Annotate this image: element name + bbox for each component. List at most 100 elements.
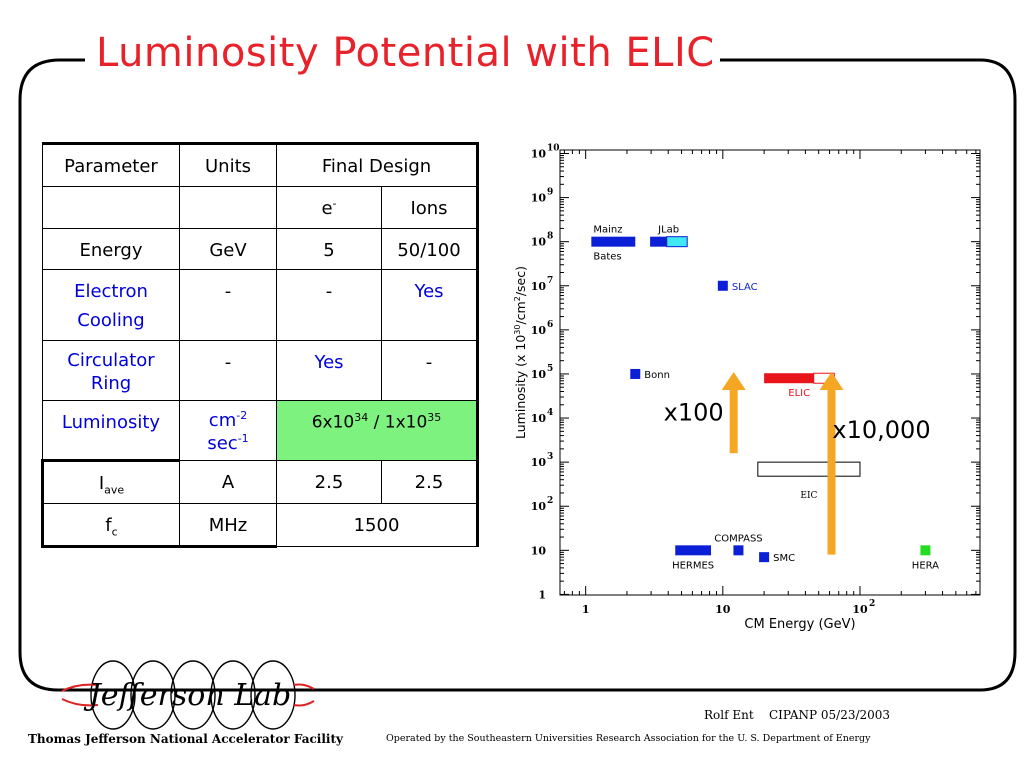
facility-elic-label: ELIC — [788, 388, 810, 399]
y-axis-label: Luminosity (x 1030/cm2/sec) — [513, 266, 528, 439]
facility-eic-label: EIC — [800, 491, 817, 501]
row-e: 2.5 — [276, 459, 382, 504]
table-subheader-row: e- Ions — [42, 185, 479, 229]
facility-name: Thomas Jefferson National Accelerator Fa… — [28, 732, 343, 746]
facility-hermes-label: HERMES — [672, 560, 714, 571]
facility-mainz-bar — [591, 236, 636, 247]
empty-cell — [179, 185, 277, 229]
row-unit: - — [179, 269, 277, 341]
row-param: fc — [41, 502, 180, 548]
facility-compass-marker — [733, 545, 744, 556]
facility-jlab-bar-extension — [666, 236, 688, 248]
facility-compass-label: COMPASS — [714, 533, 762, 544]
lum-b-sup: 35 — [427, 410, 442, 424]
arrow-2-shaft — [827, 387, 836, 555]
x-tick-label: 10 — [852, 603, 868, 616]
table-row: Luminosity cm-2 sec-1 6x1034 / 1x1035 — [42, 399, 479, 461]
facility-hera-marker — [920, 545, 931, 556]
lum-b: 1x10 — [384, 412, 428, 433]
unit-b-sup: -1 — [237, 432, 249, 446]
row-ion: 2.5 — [381, 459, 479, 504]
luminosity-value: 6x1034 / 1x1035 — [276, 399, 479, 461]
x-tick-label: 10 — [715, 603, 731, 616]
y-tick-label: 1 — [538, 588, 546, 601]
table-header-row: Parameter Units Final Design — [42, 142, 479, 187]
row-param: Energy — [42, 227, 180, 271]
row-param-text: I — [98, 472, 105, 494]
author-conference: Rolf Ent CIPANP 05/23/2003 — [704, 708, 890, 722]
subheader-electron-text: e — [321, 197, 333, 219]
y-tick-label-sup: 3 — [547, 452, 553, 462]
table-row: Electron Cooling - - Yes — [42, 269, 479, 341]
facility-jlab-label: JLab — [657, 225, 679, 236]
subheader-ions: Ions — [381, 185, 479, 229]
author: Rolf Ent — [704, 708, 754, 722]
y-tick-label: 10 — [531, 192, 547, 205]
y-tick-label-sup: 4 — [547, 408, 553, 418]
header-parameter: Parameter — [42, 142, 180, 187]
row-param-line1: Electron — [74, 281, 148, 303]
row-param-line2: Cooling — [77, 310, 145, 332]
y-tick-label: 10 — [531, 324, 547, 337]
row-param: Circulator Ring — [42, 339, 180, 401]
row-unit: MHz — [179, 502, 277, 548]
row-unit: A — [179, 459, 277, 504]
y-tick-label-sup: 2 — [547, 496, 553, 506]
table-row: Energy GeV 5 50/100 — [42, 227, 479, 271]
row-param-text: f — [105, 514, 112, 536]
arrow-2-label: x10,000 — [832, 416, 930, 444]
y-tick-label: 10 — [531, 147, 547, 160]
row-e: 5 — [276, 227, 382, 271]
table-row: fc MHz 1500 — [41, 502, 479, 548]
y-tick-label-sup: 5 — [547, 364, 553, 374]
y-tick-label: 10 — [531, 236, 547, 249]
x-tick-label-sup: 2 — [869, 599, 875, 609]
facility-smc-label: SMC — [773, 553, 795, 564]
y-tick-label: 10 — [531, 412, 547, 425]
row-param: Luminosity — [42, 399, 180, 461]
row-unit: GeV — [179, 227, 277, 271]
row-e: - — [276, 269, 382, 341]
x-tick-label: 1 — [582, 603, 590, 616]
parameter-table: Parameter Units Final Design e- Ions Ene… — [41, 142, 479, 548]
y-tick-label-sup: 7 — [547, 276, 553, 286]
y-tick-label-sup: 9 — [547, 188, 553, 198]
y-tick-label: 10 — [531, 500, 547, 513]
facility-hermes-bar — [675, 545, 711, 556]
facility-slac-marker — [717, 280, 728, 291]
slide-title: Luminosity Potential with ELIC — [96, 30, 715, 76]
arrow-1-head — [721, 371, 746, 390]
header-final-design: Final Design — [276, 142, 479, 187]
table-row: Iave A 2.5 2.5 — [41, 458, 479, 504]
lum-sep: / — [368, 412, 385, 433]
row-param: Iave — [41, 458, 180, 504]
row-e: Yes — [276, 339, 382, 401]
table-row: Circulator Ring - Yes - — [42, 339, 479, 401]
facility-elic-bar — [764, 373, 814, 384]
facility-bates-label: Bates — [593, 252, 621, 263]
subheader-electron-sup: - — [332, 196, 337, 210]
y-tick-label: 10 — [531, 368, 547, 381]
y-tick-label-sup: 10 — [547, 143, 560, 153]
conference: CIPANP 05/23/2003 — [768, 708, 891, 722]
facility-jlab-bar — [650, 236, 667, 247]
subheader-electron: e- — [276, 185, 382, 229]
facility-slac-label: SLAC — [732, 282, 758, 293]
y-tick-label-sup: 6 — [547, 320, 553, 330]
row-ion: 50/100 — [381, 227, 479, 271]
lum-a-sup: 34 — [354, 410, 369, 424]
row-param-line2: Ring — [90, 373, 132, 395]
facility-hera-label: HERA — [912, 560, 939, 571]
row-unit: cm-2 sec-1 — [179, 399, 277, 461]
logo-text: Jefferson Lab — [83, 678, 291, 713]
row-ion: Yes — [381, 269, 479, 341]
x-axis-label: CM Energy (GeV) — [744, 617, 855, 632]
empty-cell — [42, 185, 180, 229]
arrow-1-shaft — [729, 387, 738, 454]
y-tick-label: 10 — [531, 280, 547, 293]
row-param-sub: c — [111, 525, 118, 539]
unit-a: cm — [208, 409, 237, 431]
plot-frame — [559, 149, 981, 596]
